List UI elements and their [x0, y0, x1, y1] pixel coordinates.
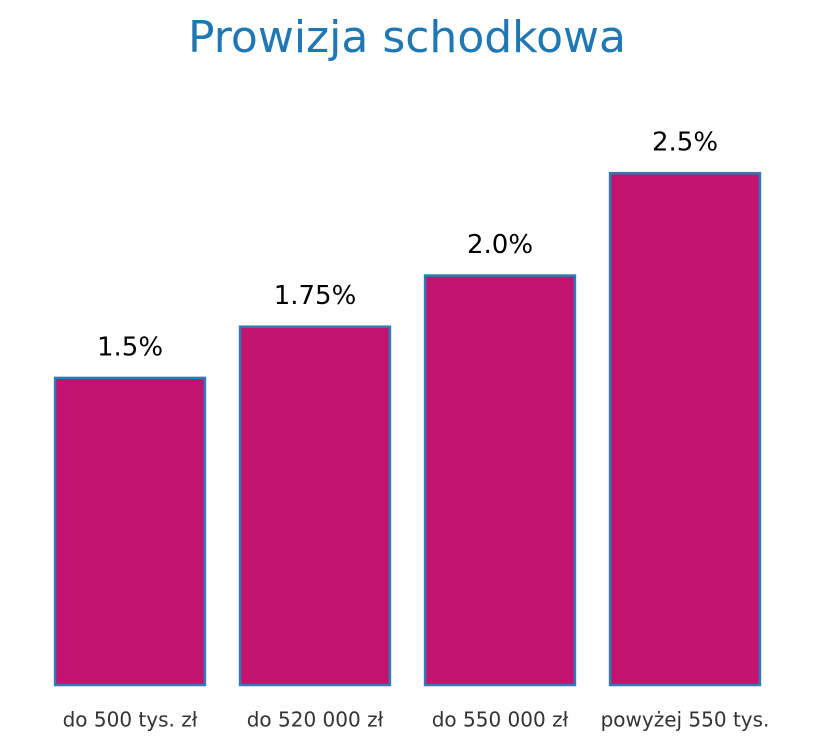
value-label: 1.5% [97, 332, 163, 362]
x-tick-label: powyżej 550 tys. [601, 708, 770, 732]
value-label: 2.5% [652, 128, 718, 158]
bar [238, 325, 392, 687]
x-tick-label: do 500 tys. zł [63, 708, 198, 732]
x-tick-label: do 520 000 zł [247, 708, 384, 732]
chart-title: Prowizja schodkowa [188, 12, 626, 63]
value-label: 2.0% [467, 230, 533, 260]
value-label: 1.75% [274, 281, 357, 311]
x-tick-label: do 550 000 zł [432, 708, 569, 732]
bar [53, 376, 207, 687]
bar [608, 171, 762, 687]
bar [423, 274, 577, 687]
